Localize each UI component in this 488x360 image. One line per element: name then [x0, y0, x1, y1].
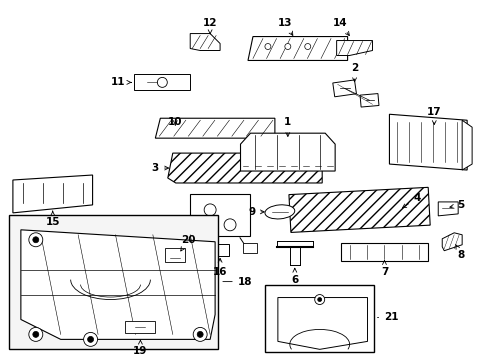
Polygon shape — [190, 194, 249, 236]
Circle shape — [285, 44, 290, 50]
Text: 11: 11 — [111, 77, 131, 87]
Polygon shape — [155, 118, 274, 138]
Circle shape — [314, 294, 324, 305]
Circle shape — [224, 219, 236, 231]
Text: 4: 4 — [402, 193, 420, 208]
Circle shape — [87, 336, 93, 342]
Polygon shape — [332, 80, 356, 97]
Text: 17: 17 — [426, 107, 441, 125]
Text: 14: 14 — [332, 18, 348, 36]
Polygon shape — [240, 133, 334, 171]
Text: 18: 18 — [223, 276, 252, 287]
Ellipse shape — [264, 205, 294, 219]
Text: 8: 8 — [455, 244, 464, 260]
Circle shape — [317, 298, 321, 302]
Polygon shape — [13, 175, 92, 213]
Text: 1: 1 — [284, 117, 291, 136]
Circle shape — [304, 44, 310, 50]
Text: 16: 16 — [212, 258, 227, 276]
Circle shape — [197, 332, 203, 337]
Text: 9: 9 — [248, 207, 264, 217]
Bar — [9, 215, 218, 349]
Circle shape — [33, 332, 39, 337]
Text: 7: 7 — [380, 261, 387, 276]
Polygon shape — [190, 33, 220, 50]
Polygon shape — [211, 244, 228, 256]
Text: 2: 2 — [350, 63, 358, 82]
Polygon shape — [134, 75, 190, 90]
Polygon shape — [461, 120, 471, 170]
Text: 5: 5 — [449, 200, 464, 210]
Text: 3: 3 — [151, 163, 168, 173]
Polygon shape — [165, 248, 185, 262]
Circle shape — [203, 204, 216, 216]
Polygon shape — [125, 321, 155, 333]
Polygon shape — [340, 243, 427, 261]
Text: 20: 20 — [181, 235, 195, 251]
Polygon shape — [441, 233, 461, 251]
Text: 12: 12 — [203, 18, 217, 34]
Circle shape — [29, 328, 42, 341]
Polygon shape — [243, 243, 256, 253]
Polygon shape — [167, 153, 322, 183]
Text: 13: 13 — [277, 18, 292, 35]
Bar — [264, 285, 374, 352]
Polygon shape — [336, 41, 372, 55]
Text: 10: 10 — [168, 117, 182, 127]
Circle shape — [83, 332, 98, 346]
Circle shape — [193, 328, 207, 341]
Circle shape — [157, 77, 167, 87]
Polygon shape — [288, 187, 429, 233]
Circle shape — [33, 237, 39, 243]
Polygon shape — [277, 298, 367, 349]
Polygon shape — [359, 94, 378, 107]
Text: 15: 15 — [45, 211, 60, 227]
Circle shape — [264, 44, 270, 50]
Polygon shape — [437, 202, 457, 216]
Polygon shape — [21, 230, 215, 339]
Polygon shape — [388, 114, 466, 170]
Polygon shape — [247, 37, 347, 60]
Text: 21: 21 — [377, 312, 398, 323]
Text: 6: 6 — [290, 268, 298, 285]
Circle shape — [29, 233, 42, 247]
Text: 19: 19 — [133, 340, 147, 356]
